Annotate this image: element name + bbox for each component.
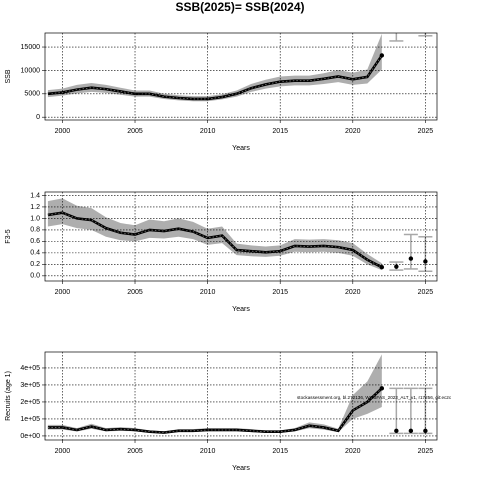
- y-tick-label: 0.4: [30, 250, 40, 257]
- x-tick-label: 2025: [418, 289, 434, 296]
- y-tick-label: 10000: [21, 67, 41, 74]
- y-tick-label: 0.0: [30, 273, 40, 280]
- x-tick-label: 2000: [55, 448, 71, 455]
- x-tick-label: 2015: [272, 289, 288, 296]
- y-axis-label: F3-5: [5, 229, 12, 244]
- x-tick-label: 2000: [55, 289, 71, 296]
- x-axis-label: Years: [232, 465, 250, 472]
- x-tick-label: 2020: [345, 289, 361, 296]
- last-estimate-point: [379, 53, 385, 58]
- last-estimate-point: [379, 386, 385, 391]
- plot-frame: [44, 32, 438, 121]
- x-tick-label: 2005: [127, 128, 143, 135]
- plot-area: [47, 198, 433, 272]
- x-tick-label: 2015: [272, 128, 288, 135]
- x-tick-label: 2025: [418, 128, 434, 135]
- y-tick-label: 0.8: [30, 227, 40, 234]
- x-tick-label: 2010: [200, 128, 216, 135]
- forecast-point: [394, 264, 399, 269]
- y-axis-label: SSB: [5, 69, 12, 83]
- forecast-point: [408, 428, 414, 434]
- y-tick-label: 1.2: [30, 204, 40, 211]
- estimate-line: [47, 211, 383, 269]
- y-tick-label: 1.0: [30, 215, 40, 222]
- estimate-line-dash: [47, 55, 383, 100]
- forecast-point: [408, 256, 414, 261]
- x-tick-label: 2025: [418, 448, 434, 455]
- x-tick-label: 2015: [272, 448, 288, 455]
- y-axis-label: Recruits (age 1): [5, 371, 12, 421]
- last-estimate-point: [379, 265, 385, 270]
- x-tick-label: 2000: [55, 128, 71, 135]
- confidence-band: [47, 198, 382, 271]
- plot-frame: [44, 191, 438, 282]
- y-tick-label: 0e+00: [20, 433, 40, 440]
- forecast-point: [409, 12, 413, 16]
- y-tick-label: 3e+05: [20, 382, 40, 389]
- estimate-line-dash: [47, 388, 383, 433]
- y-tick-label: 15000: [21, 44, 41, 51]
- plot-frame: [44, 351, 438, 441]
- x-tick-label: 2010: [200, 289, 216, 296]
- x-tick-label: 2020: [345, 128, 361, 135]
- plot-area: [47, 12, 433, 102]
- y-tick-label: 1e+05: [20, 416, 40, 423]
- y-tick-label: 2e+05: [20, 399, 40, 406]
- y-tick-label: 1.4: [30, 192, 40, 199]
- chart-title: SSB(2025)= SSB(2024): [175, 0, 304, 14]
- y-tick-label: 0: [36, 114, 40, 121]
- y-tick-label: 0.2: [30, 261, 40, 268]
- confidence-band: [47, 33, 382, 102]
- y-tick-label: 4e+05: [20, 365, 40, 372]
- confidence-band: [47, 354, 382, 434]
- y-tick-label: 0.6: [30, 238, 40, 245]
- forecast-point: [423, 17, 427, 21]
- x-axis-label: Years: [232, 145, 250, 152]
- plot-area: [47, 354, 433, 435]
- x-tick-label: 2005: [127, 448, 143, 455]
- x-tick-label: 2005: [127, 289, 143, 296]
- x-axis-label: Years: [232, 306, 250, 313]
- x-tick-label: 2010: [200, 448, 216, 455]
- y-tick-label: 5000: [24, 91, 40, 98]
- x-tick-label: 2020: [345, 448, 361, 455]
- forecast-point: [394, 428, 399, 434]
- forecast-point: [394, 21, 398, 25]
- annotation: stockassessment.org, bl.272136, WGBFAS_2…: [297, 395, 452, 400]
